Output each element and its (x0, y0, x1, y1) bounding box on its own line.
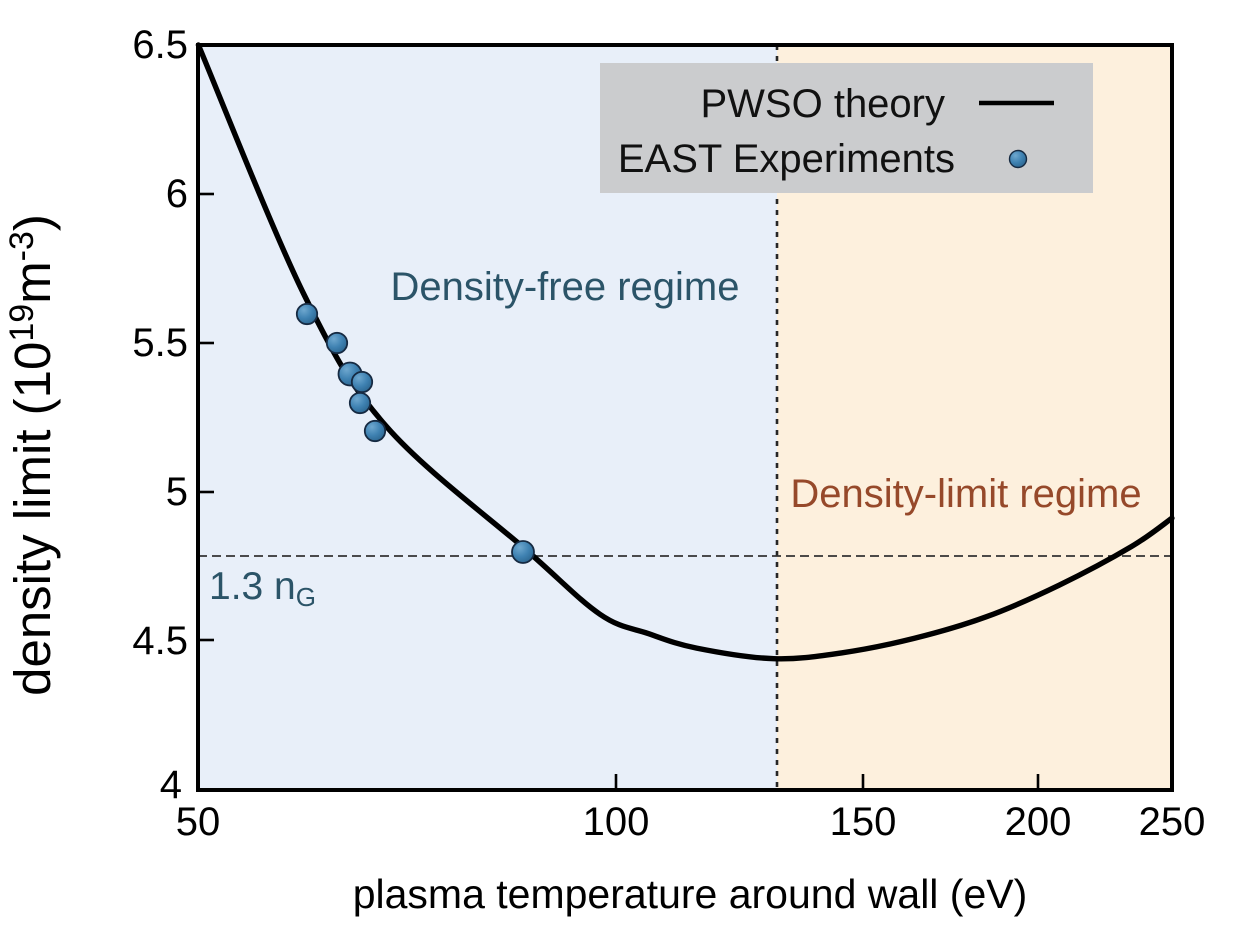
svg-text:4.5: 4.5 (132, 619, 188, 663)
svg-text:200: 200 (1005, 800, 1072, 844)
svg-text:5: 5 (166, 470, 188, 514)
svg-text:50: 50 (176, 800, 221, 844)
svg-text:100: 100 (583, 800, 650, 844)
svg-text:150: 150 (830, 800, 897, 844)
svg-text:5.5: 5.5 (132, 321, 188, 365)
svg-text:250: 250 (1139, 800, 1206, 844)
svg-text:Density-limit regime: Density-limit regime (790, 472, 1141, 516)
svg-text:PWSO theory: PWSO theory (700, 82, 945, 126)
svg-text:4: 4 (160, 763, 182, 807)
svg-text:density limit (1019m-3): density limit (1019m-3) (3, 214, 61, 696)
svg-text:6: 6 (166, 172, 188, 216)
svg-text:plasma temperature around wall: plasma temperature around wall (eV) (353, 871, 1028, 917)
svg-text:Density-free regime: Density-free regime (390, 265, 739, 309)
svg-text:6.5: 6.5 (132, 23, 188, 67)
svg-text:EAST Experiments: EAST Experiments (618, 137, 955, 181)
